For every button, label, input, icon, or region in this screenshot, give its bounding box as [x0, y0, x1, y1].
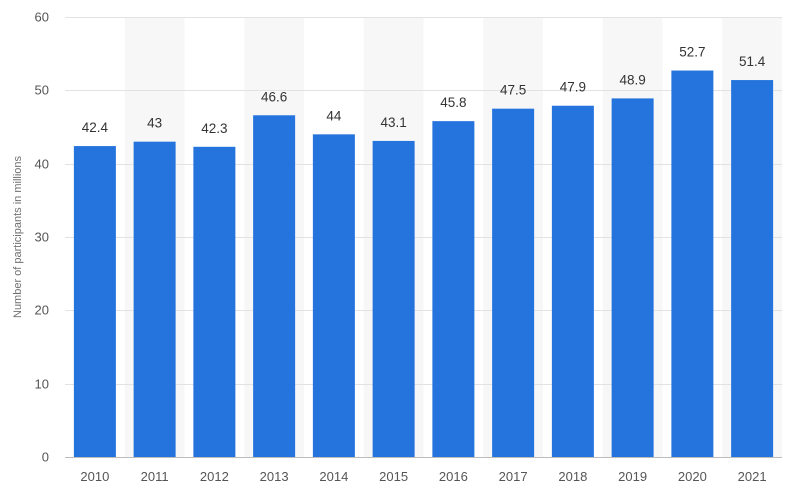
x-tick-label: 2021 [738, 469, 767, 484]
bar-2018[interactable] [552, 106, 594, 457]
y-tick-label: 20 [35, 303, 49, 318]
x-tick-label: 2019 [618, 469, 647, 484]
bar-2020[interactable] [671, 71, 713, 457]
bar-2011[interactable] [134, 142, 176, 457]
bar-value-label: 52.7 [679, 45, 705, 60]
bar-value-label: 48.9 [619, 72, 645, 87]
y-tick-label: 50 [35, 83, 49, 98]
bar-chart: 42.4 43 42.3 46.6 44 43.1 45.8 47.5 47.9 48.9 52.7… [0, 0, 800, 489]
x-tick-label: 2011 [141, 469, 169, 484]
bar-value-label: 43.1 [380, 115, 406, 130]
x-axis-tick-labels: 2010 2011 2012 2013 2014 2015 2016 2017 2018 2019… [80, 469, 766, 484]
bar-value-label: 46.6 [261, 89, 287, 104]
x-tick-label: 2012 [200, 469, 229, 484]
chart-canvas: 42.4 43 42.3 46.6 44 43.1 45.8 47.5 47.9 48.9 52.7… [0, 0, 800, 489]
x-tick-label: 2014 [319, 469, 348, 484]
x-tick-label: 2015 [379, 469, 408, 484]
bar-2017[interactable] [492, 109, 534, 457]
x-tick-label: 2016 [439, 469, 468, 484]
bar-2010[interactable] [74, 146, 116, 457]
bar-value-label: 44 [326, 108, 342, 123]
y-tick-label: 10 [35, 377, 49, 392]
bar-2015[interactable] [373, 141, 415, 457]
bar-value-label: 47.5 [500, 83, 526, 98]
bar-2021[interactable] [731, 80, 773, 457]
bar-2012[interactable] [193, 147, 235, 457]
y-axis-tick-labels: 0 10 20 30 40 50 60 [35, 10, 49, 465]
bar-2013[interactable] [253, 115, 295, 457]
bar-2014[interactable] [313, 134, 355, 457]
bar-value-label: 42.4 [82, 120, 109, 135]
bar-value-label: 42.3 [201, 121, 227, 136]
x-tick-label: 2020 [678, 469, 707, 484]
y-tick-label: 0 [42, 450, 49, 465]
bar-value-label: 45.8 [440, 95, 466, 110]
x-tick-label: 2017 [499, 469, 528, 484]
y-tick-label: 30 [35, 230, 49, 245]
bar-value-label: 47.9 [560, 80, 586, 95]
y-tick-label: 60 [35, 10, 49, 25]
x-tick-label: 2018 [558, 469, 587, 484]
y-tick-label: 40 [35, 157, 49, 172]
bar-value-label: 51.4 [739, 54, 766, 69]
bar-value-label: 43 [147, 116, 162, 131]
x-tick-label: 2010 [80, 469, 109, 484]
bar-2016[interactable] [432, 121, 474, 457]
x-tick-label: 2013 [260, 469, 289, 484]
y-axis-title: Number of participants in millions [12, 155, 24, 318]
bar-2019[interactable] [612, 98, 654, 457]
